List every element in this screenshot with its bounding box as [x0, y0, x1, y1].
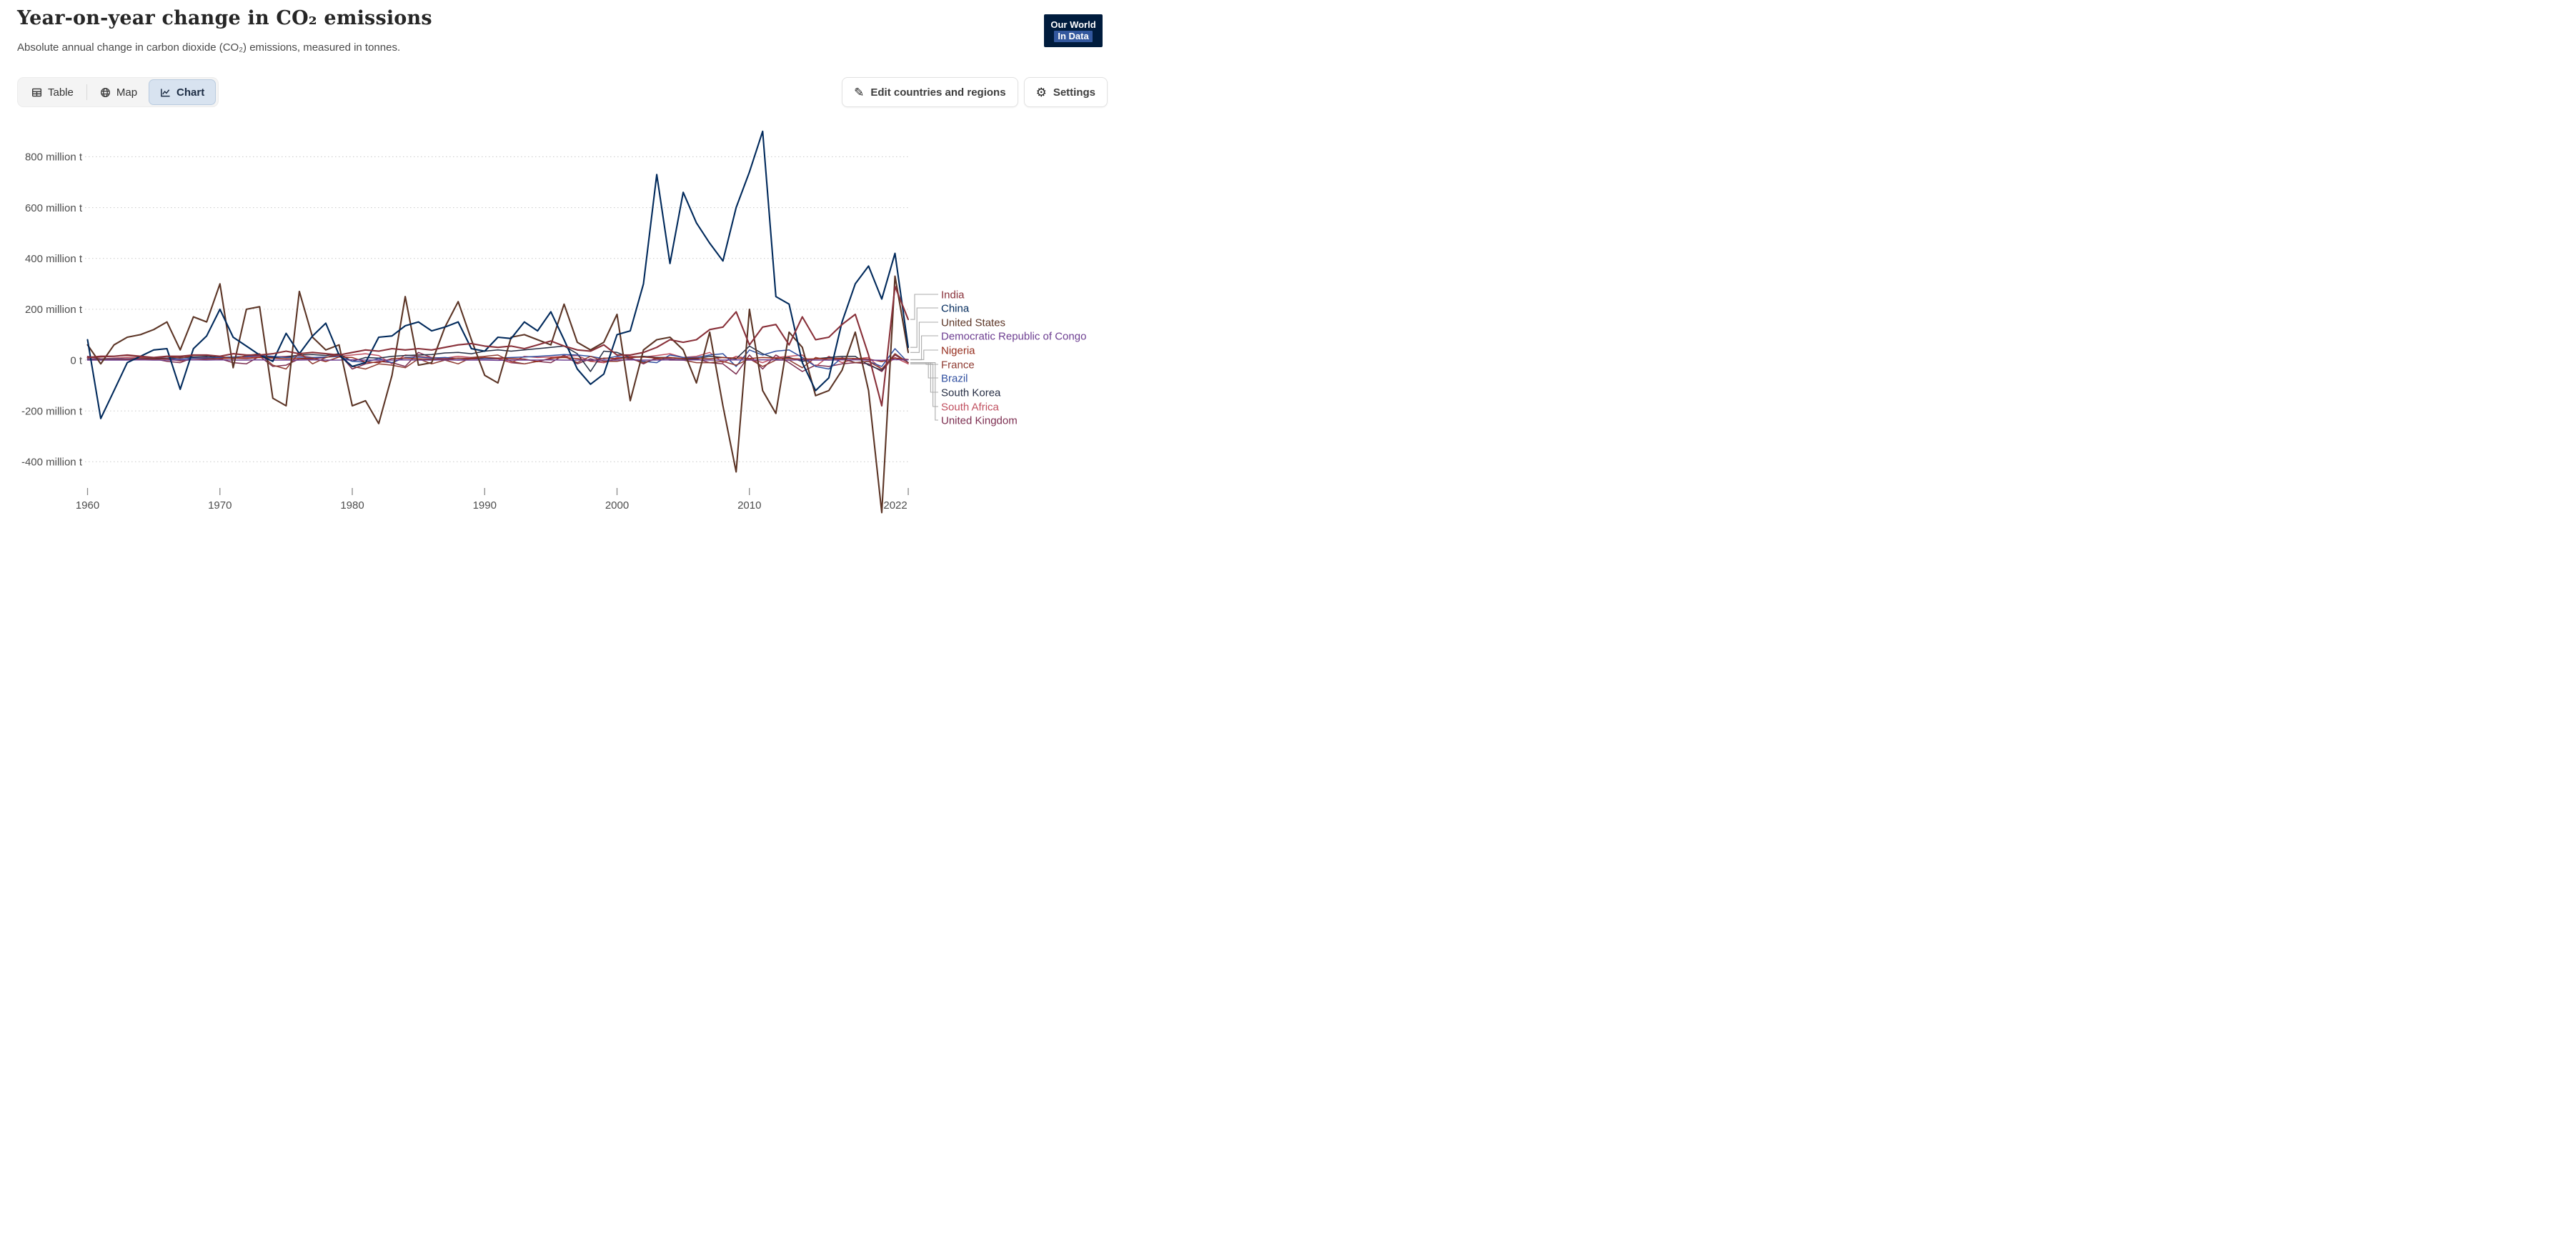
y-axis-label: 600 million t — [25, 202, 83, 214]
x-axis-label: 1980 — [340, 499, 364, 512]
globe-icon — [100, 87, 111, 98]
y-axis-label: -200 million t — [21, 405, 83, 417]
tab-table-label: Table — [48, 86, 74, 99]
legend-label-brazil[interactable]: Brazil — [941, 372, 968, 384]
pencil-icon: ✎ — [854, 85, 865, 99]
owid-logo[interactable]: Our World In Data — [1044, 14, 1103, 47]
legend-connector-democratic-republic-of-congo — [910, 335, 938, 361]
x-axis-label: 2022 — [883, 499, 907, 512]
tab-table[interactable]: Table — [20, 79, 85, 105]
legend-label-france[interactable]: France — [941, 359, 975, 371]
tab-bar: Table Map — [17, 77, 219, 107]
series-line-democratic-republic-of-congo[interactable] — [86, 359, 909, 362]
tab-divider — [86, 84, 87, 100]
legend-label-south-africa[interactable]: South Africa — [941, 401, 1000, 413]
edit-countries-button[interactable]: ✎ Edit countries and regions — [842, 77, 1018, 107]
chart-canvas[interactable]: 800 million t 600 million t 400 million t 2… — [0, 114, 1115, 536]
tab-map-label: Map — [116, 86, 138, 99]
x-axis-label: 1970 — [208, 499, 232, 512]
legend-label-democratic-republic-of-congo[interactable]: Democratic Republic of Congo — [941, 330, 1086, 342]
x-axis-label: 2000 — [605, 499, 629, 512]
legend-label-nigeria[interactable]: Nigeria — [941, 344, 975, 357]
legend-connector-south-africa — [910, 363, 938, 407]
tab-chart[interactable]: Chart — [149, 79, 217, 105]
logo-line1: Our World — [1050, 19, 1096, 30]
settings-label: Settings — [1053, 86, 1095, 99]
y-axis-label: 0 t — [70, 354, 83, 367]
logo-line2: In Data — [1054, 31, 1093, 42]
line-chart-icon — [160, 87, 171, 98]
legend-connector-nigeria — [910, 349, 938, 360]
y-axis-label: 400 million t — [25, 253, 83, 265]
tab-map[interactable]: Map — [89, 79, 149, 105]
legend-connector-united-kingdom — [910, 362, 938, 421]
series-line-india[interactable] — [86, 285, 910, 407]
legend-label-united-kingdom[interactable]: United Kingdom — [941, 414, 1018, 427]
gear-icon: ⚙ — [1035, 85, 1047, 99]
series-line-france[interactable] — [86, 352, 909, 370]
legend-label-china[interactable]: China — [941, 302, 970, 314]
table-icon — [31, 87, 42, 98]
page-title: Year-on-year change in CO₂ emissions — [17, 7, 432, 29]
legend-label-united-states[interactable]: United States — [941, 317, 1005, 329]
grapher-frame: Year-on-year change in CO₂ emissions Abs… — [0, 0, 1115, 536]
legend-connector-united-states — [910, 322, 938, 353]
y-axis-label: 200 million t — [25, 304, 83, 316]
legend-connector-south-korea — [910, 362, 938, 393]
y-axis-label: -400 million t — [21, 457, 83, 469]
series-line-united-states[interactable] — [86, 275, 910, 514]
legend-label-india[interactable]: India — [941, 289, 965, 301]
legend-label-south-korea[interactable]: South Korea — [941, 387, 1001, 399]
toolbar: Table Map — [17, 77, 1108, 107]
series-line-china[interactable] — [86, 130, 910, 419]
y-axis-label: 800 million t — [25, 151, 83, 164]
page-subtitle: Absolute annual change in carbon dioxide… — [17, 41, 401, 54]
x-axis-label: 1990 — [473, 499, 497, 512]
x-axis-label: 2010 — [737, 499, 761, 512]
tab-chart-label: Chart — [176, 86, 205, 99]
x-axis-label: 1960 — [76, 499, 99, 512]
legend-connector-china — [910, 307, 938, 348]
legend-connector-india — [910, 294, 938, 320]
edit-countries-label: Edit countries and regions — [870, 86, 1006, 99]
settings-button[interactable]: ⚙ Settings — [1023, 77, 1108, 107]
legend-connector-brazil — [910, 362, 938, 379]
series-line-nigeria[interactable] — [86, 356, 909, 364]
